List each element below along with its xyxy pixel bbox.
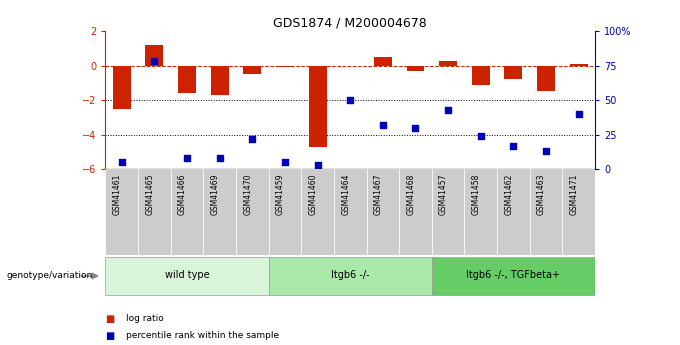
Point <box>182 155 192 161</box>
Bar <box>301 169 334 255</box>
Bar <box>537 66 555 91</box>
Bar <box>464 169 497 255</box>
Point <box>508 143 519 148</box>
Bar <box>113 66 131 109</box>
Bar <box>236 169 269 255</box>
Bar <box>105 257 269 295</box>
Bar <box>269 257 432 295</box>
Text: Itgb6 -/-, TGFbeta+: Itgb6 -/-, TGFbeta+ <box>466 270 560 280</box>
Bar <box>146 45 163 66</box>
Bar <box>178 66 196 93</box>
Point <box>149 59 160 64</box>
Point <box>214 155 225 161</box>
Text: GSM41467: GSM41467 <box>374 173 383 215</box>
Point <box>247 136 258 141</box>
Point <box>443 107 454 112</box>
Bar <box>570 64 588 66</box>
Bar <box>105 169 138 255</box>
Text: ■: ■ <box>105 314 115 324</box>
Bar <box>374 57 392 66</box>
Text: GSM41464: GSM41464 <box>341 173 350 215</box>
Text: wild type: wild type <box>165 270 209 280</box>
Text: GSM41466: GSM41466 <box>178 173 187 215</box>
Text: GSM41458: GSM41458 <box>472 173 481 215</box>
Text: GSM41468: GSM41468 <box>407 173 415 215</box>
Bar <box>269 169 301 255</box>
Point <box>312 162 323 168</box>
Bar <box>203 169 236 255</box>
Text: GSM41471: GSM41471 <box>570 173 579 215</box>
Text: GSM41459: GSM41459 <box>276 173 285 215</box>
Text: percentile rank within the sample: percentile rank within the sample <box>126 331 279 340</box>
Text: GSM41460: GSM41460 <box>309 173 318 215</box>
Point <box>573 111 584 117</box>
Bar <box>171 169 203 255</box>
Point <box>475 133 486 139</box>
Bar <box>439 61 457 66</box>
Point <box>541 148 551 154</box>
Bar <box>562 169 595 255</box>
Point <box>345 97 356 103</box>
Bar <box>432 169 464 255</box>
Text: GSM41463: GSM41463 <box>537 173 546 215</box>
Bar <box>243 66 261 74</box>
Point <box>279 159 290 165</box>
Bar <box>367 169 399 255</box>
Text: ■: ■ <box>105 331 115 341</box>
Text: GSM41457: GSM41457 <box>439 173 448 215</box>
Bar <box>334 169 367 255</box>
Text: GSM41469: GSM41469 <box>211 173 220 215</box>
Bar <box>530 169 562 255</box>
Text: GSM41470: GSM41470 <box>243 173 252 215</box>
Bar <box>497 169 530 255</box>
Text: GSM41465: GSM41465 <box>146 173 154 215</box>
Text: Itgb6 -/-: Itgb6 -/- <box>331 270 369 280</box>
Bar <box>407 66 424 71</box>
Bar <box>432 257 595 295</box>
Text: GSM41462: GSM41462 <box>505 173 513 215</box>
Text: log ratio: log ratio <box>126 314 164 323</box>
Text: genotype/variation: genotype/variation <box>7 272 93 280</box>
Bar <box>211 66 228 95</box>
Bar <box>276 66 294 67</box>
Point <box>377 122 388 128</box>
Bar <box>505 66 522 79</box>
Text: GSM41461: GSM41461 <box>113 173 122 215</box>
Bar <box>138 169 171 255</box>
Point <box>116 159 127 165</box>
Bar <box>309 66 326 147</box>
Bar <box>472 66 490 85</box>
Title: GDS1874 / M200004678: GDS1874 / M200004678 <box>273 17 427 30</box>
Point <box>410 125 421 130</box>
Bar <box>399 169 432 255</box>
